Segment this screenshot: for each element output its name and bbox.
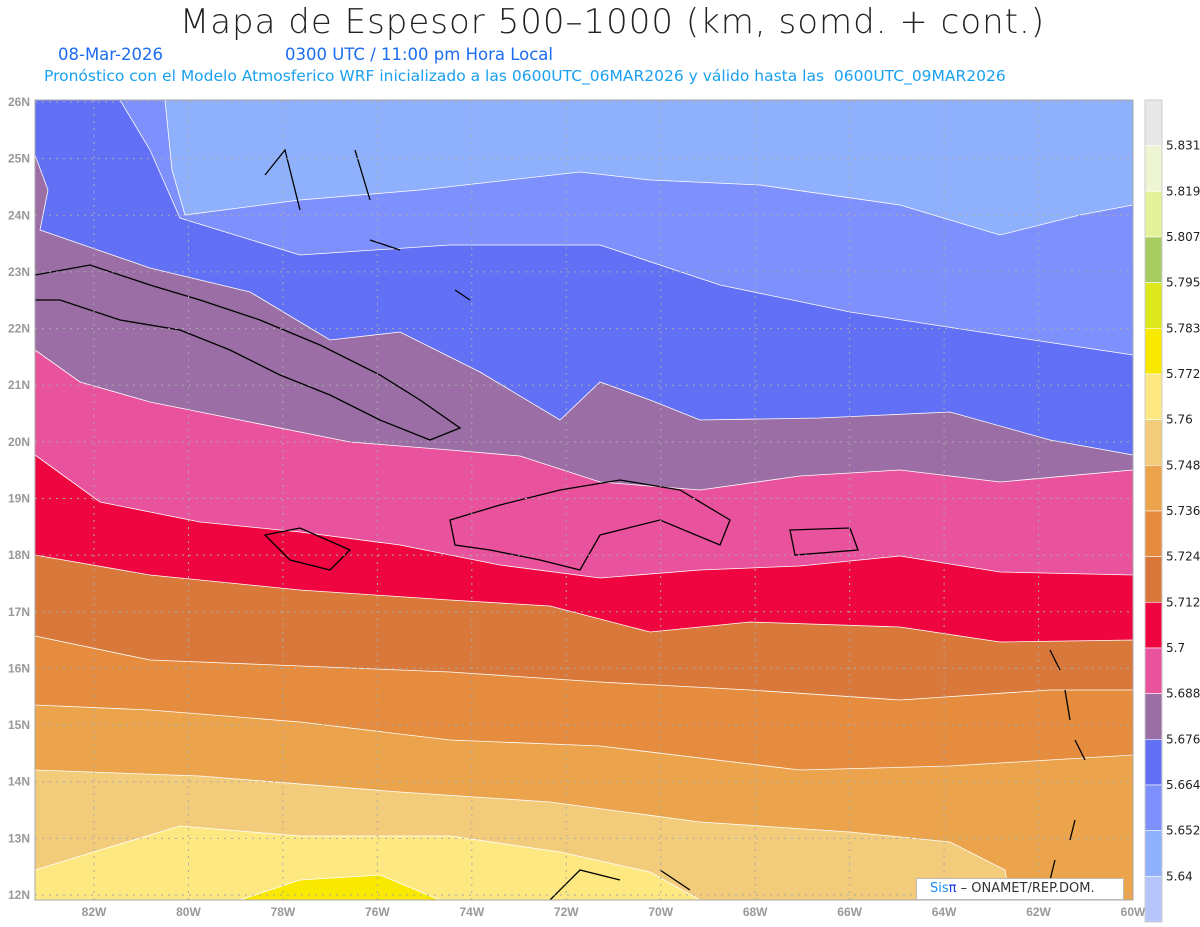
legend-swatch [1144, 99, 1163, 146]
lat-tick-label: 19N [8, 492, 30, 506]
legend-label: 5.736 [1166, 504, 1200, 518]
lon-tick-label: 78W [271, 905, 296, 919]
lat-tick-label: 24N [8, 208, 30, 222]
lon-tick-label: 72W [554, 905, 579, 919]
lon-tick-label: 68W [743, 905, 768, 919]
lat-tick-label: 26N [8, 95, 30, 109]
legend-label: 5.831 [1166, 139, 1200, 153]
legend-label: 5.64 [1166, 869, 1193, 883]
legend-swatch [1144, 191, 1163, 238]
legend-label: 5.748 [1166, 458, 1200, 472]
legend-label: 5.676 [1166, 732, 1200, 746]
legend-swatch [1144, 465, 1163, 512]
legend-frame [1144, 99, 1163, 923]
legend-swatch [1144, 647, 1163, 694]
legend-swatch [1144, 556, 1163, 603]
legend-swatch [1144, 282, 1163, 329]
lat-tick-label: 25N [8, 152, 30, 166]
color-legend: 5.831 5.819 5.807 5.795 5.783 5.772 5.76 5.748 5… [1144, 99, 1200, 923]
lon-tick-label: 70W [648, 905, 673, 919]
legend-label: 5.76 [1166, 413, 1193, 427]
legend-label: 5.783 [1166, 321, 1200, 335]
legend-label: 5.772 [1166, 367, 1200, 381]
legend-swatch [1144, 419, 1163, 466]
bahamas-coast [264, 148, 471, 301]
legend-swatch [1144, 236, 1163, 283]
lat-tick-label: 15N [8, 718, 30, 732]
venezuela-coast [549, 869, 691, 901]
legend-label: 5.664 [1166, 778, 1200, 792]
lat-tick-label: 21N [8, 378, 30, 392]
lat-tick-label: 16N [8, 661, 30, 675]
legend-swatch [1144, 876, 1163, 923]
legend-swatch [1144, 739, 1163, 786]
legend-swatch [1144, 145, 1163, 192]
legend-swatch [1144, 830, 1163, 877]
lon-tick-label: 80W [176, 905, 201, 919]
lat-tick-label: 18N [8, 548, 30, 562]
legend-label: 5.7 [1166, 641, 1185, 655]
legend-swatch [1144, 784, 1163, 831]
lat-tick-label: 20N [8, 435, 30, 449]
forecast-date: 08-Mar-2026 [58, 45, 163, 64]
lon-tick-label: 62W [1026, 905, 1051, 919]
credit-sis: Sis [930, 881, 949, 896]
lat-tick-label: 14N [8, 775, 30, 789]
forecast-description: Pronóstico con el Modelo Atmosferico WRF… [44, 67, 1006, 85]
puerto-rico-coast [789, 527, 859, 556]
legend-label: 5.807 [1166, 230, 1200, 244]
legend-label: 5.688 [1166, 687, 1200, 701]
legend-swatch [1144, 510, 1163, 557]
legend-swatch [1144, 373, 1163, 420]
lat-tick-label: 12N [8, 888, 30, 902]
lon-tick-label: 64W [932, 905, 957, 919]
lat-tick-label: 17N [8, 605, 30, 619]
credit-box: Sisπ – ONAMET/REP.DOM. [916, 878, 1124, 900]
credit-org: – ONAMET/REP.DOM. [956, 881, 1095, 896]
lon-tick-label: 66W [837, 905, 862, 919]
legend-label: 5.795 [1166, 276, 1200, 290]
legend-swatch [1144, 693, 1163, 740]
legend-label: 5.652 [1166, 824, 1200, 838]
legend-label: 5.712 [1166, 595, 1200, 609]
hispaniola-coast [449, 479, 731, 571]
lon-tick-label: 60W [1121, 905, 1146, 919]
forecast-time: 0300 UTC / 11:00 pm Hora Local [285, 45, 553, 64]
lat-tick-label: 13N [8, 831, 30, 845]
lat-tick-label: 23N [8, 265, 30, 279]
legend-label: 5.819 [1166, 184, 1200, 198]
lat-tick-label: 22N [8, 322, 30, 336]
map-frame [34, 99, 1134, 901]
lon-tick-label: 82W [82, 905, 107, 919]
legend-swatch [1144, 602, 1163, 649]
lesser-antilles-coast [1049, 649, 1086, 881]
lon-tick-label: 74W [459, 905, 484, 919]
map-title: Mapa de Espesor 500–1000 (km, somd. + co… [179, 2, 1046, 42]
credit-pi: π [948, 881, 957, 896]
legend-swatch [1144, 328, 1163, 375]
thickness-bands [34, 99, 1134, 901]
legend-label: 5.724 [1166, 550, 1200, 564]
jamaica-coast [263, 527, 352, 571]
lon-tick-label: 76W [365, 905, 390, 919]
